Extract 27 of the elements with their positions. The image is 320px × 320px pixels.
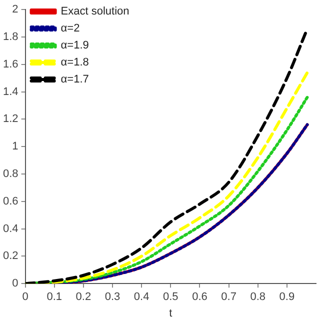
x-tick-label: 0.1 bbox=[46, 291, 62, 304]
x-tick-label: 0.5 bbox=[162, 291, 178, 304]
x-tick-label: 0.4 bbox=[134, 291, 150, 304]
y-tick-label: 1.4 bbox=[2, 86, 18, 98]
x-tick-label: 0 bbox=[22, 291, 28, 304]
x-tick-label: 0.2 bbox=[76, 291, 92, 304]
x-axis-title: t bbox=[169, 307, 172, 320]
legend-label: α=1.9 bbox=[60, 40, 89, 52]
legend-label: α=1.7 bbox=[60, 74, 89, 86]
legend-label: α=1.8 bbox=[60, 56, 89, 69]
x-tick-label: 0.8 bbox=[250, 291, 266, 304]
y-tick-label: 0.8 bbox=[2, 168, 18, 180]
x-tick-label: 0.7 bbox=[221, 291, 236, 304]
y-tick-label: 1.2 bbox=[2, 113, 18, 126]
y-tick-label: 0.6 bbox=[2, 195, 18, 208]
y-tick-label: 0.4 bbox=[2, 222, 18, 235]
y-tick-label: 1 bbox=[12, 140, 18, 153]
x-tick-label: 0.9 bbox=[279, 291, 295, 304]
y-tick-label: 1.8 bbox=[2, 31, 18, 44]
y-tick-label: 0.2 bbox=[2, 250, 18, 262]
x-tick-label: 0.6 bbox=[192, 291, 208, 304]
x-tick-label: 0.3 bbox=[104, 291, 120, 304]
y-tick-label: 0 bbox=[12, 278, 18, 290]
legend-label: Exact solution bbox=[60, 6, 130, 18]
legend-label: α=2 bbox=[60, 22, 80, 35]
y-tick-label: 1.6 bbox=[2, 58, 18, 70]
y-tick-label: 2 bbox=[12, 4, 18, 16]
